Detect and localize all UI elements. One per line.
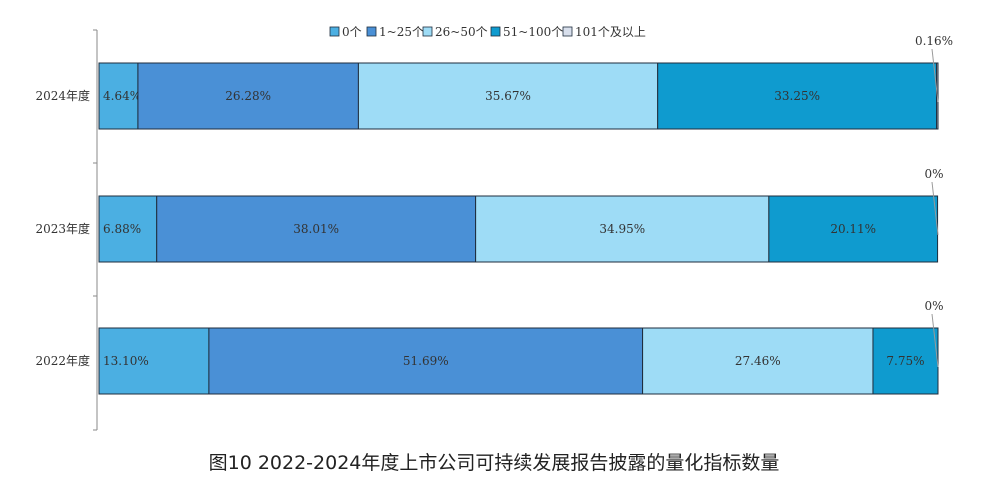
- figure-caption: 图10 2022-2024年度上市公司可持续发展报告披露的量化指标数量: [208, 452, 780, 474]
- bar-segment: [137, 62, 359, 130]
- bars: 4.64% 26.28% 35.67% 33.25% 0.16% 6.88% 38.01% 3…: [98, 34, 953, 395]
- leader-line: [931, 48, 939, 103]
- legend: 0个 1~25个 26~50个 51~100个 101个及以上: [329, 25, 646, 39]
- bar-segment: [98, 62, 139, 130]
- bar-row: 6.88% 38.01% 34.95% 20.11% 0%: [98, 167, 944, 263]
- data-label: 0%: [924, 299, 943, 313]
- category-label: 2024年度: [35, 88, 90, 103]
- bar-row: 4.64% 26.28% 35.67% 33.25% 0.16%: [98, 34, 953, 130]
- data-label: 0.16%: [915, 34, 953, 48]
- bar-segment: [642, 327, 874, 395]
- category-label: 2022年度: [35, 353, 90, 368]
- legend-swatch: [562, 26, 573, 37]
- data-label: 20.11%: [830, 222, 876, 236]
- bar-segment: [872, 327, 939, 395]
- bar-segment: [156, 195, 477, 263]
- bar-segment: [657, 62, 938, 130]
- data-label: 26.28%: [225, 89, 271, 103]
- bar-segment: [475, 195, 770, 263]
- data-label: 35.67%: [485, 89, 531, 103]
- data-label: 0%: [924, 167, 943, 181]
- category-label: 2023年度: [35, 221, 90, 236]
- data-label: 4.64%: [103, 89, 141, 103]
- y-axis: 2024年度 2023年度 2022年度: [35, 29, 98, 431]
- legend-label: 1~25个: [379, 25, 424, 39]
- bar-segment: [357, 62, 659, 130]
- bar-segment: [768, 195, 939, 263]
- data-label: 51.69%: [403, 354, 449, 368]
- legend-label: 51~100个: [503, 25, 563, 39]
- bar-row: 13.10% 51.69% 27.46% 7.75% 0%: [98, 299, 944, 395]
- data-label: 7.75%: [886, 354, 924, 368]
- legend-swatch: [329, 26, 340, 37]
- leader-line: [931, 181, 939, 236]
- data-label: 33.25%: [774, 89, 820, 103]
- leader-line: [931, 313, 939, 368]
- bar-segment: [98, 195, 158, 263]
- legend-swatch: [366, 26, 377, 37]
- legend-label: 101个及以上: [575, 25, 646, 39]
- data-label: 13.10%: [103, 354, 149, 368]
- legend-swatch: [422, 26, 433, 37]
- legend-swatch: [490, 26, 501, 37]
- data-label: 6.88%: [103, 222, 141, 236]
- legend-label: 26~50个: [435, 25, 488, 39]
- data-label: 34.95%: [599, 222, 645, 236]
- legend-label: 0个: [342, 25, 362, 39]
- bar-segment: [208, 327, 644, 395]
- data-label: 27.46%: [735, 354, 781, 368]
- data-label: 38.01%: [293, 222, 339, 236]
